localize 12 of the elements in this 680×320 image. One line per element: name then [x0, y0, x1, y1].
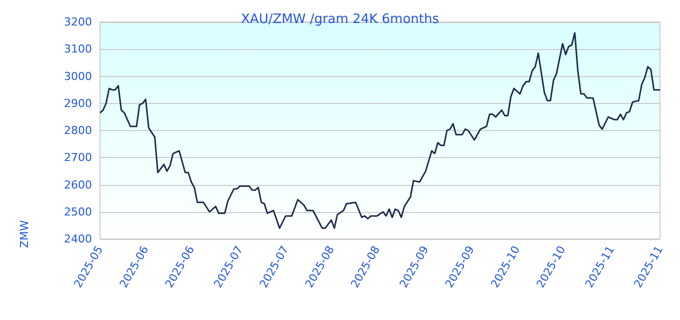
y-tick-label: 2600	[64, 178, 92, 192]
y-tick-label: 3200	[64, 16, 92, 28]
y-tick-label: 2900	[64, 96, 92, 110]
y-tick-label: 3100	[64, 42, 92, 56]
y-tick-label: 2700	[64, 151, 92, 164]
y-tick-label: 2500	[64, 205, 92, 218]
chart-title: XAU/ZMW /gram 24K 6months	[241, 12, 440, 27]
y-tick-label: 3000	[64, 70, 92, 83]
y-axis-title: ZMW	[18, 220, 31, 248]
y-tick-label: 2800	[64, 124, 92, 137]
line-series	[99, 32, 661, 229]
y-tick-label: 2400	[64, 232, 92, 246]
